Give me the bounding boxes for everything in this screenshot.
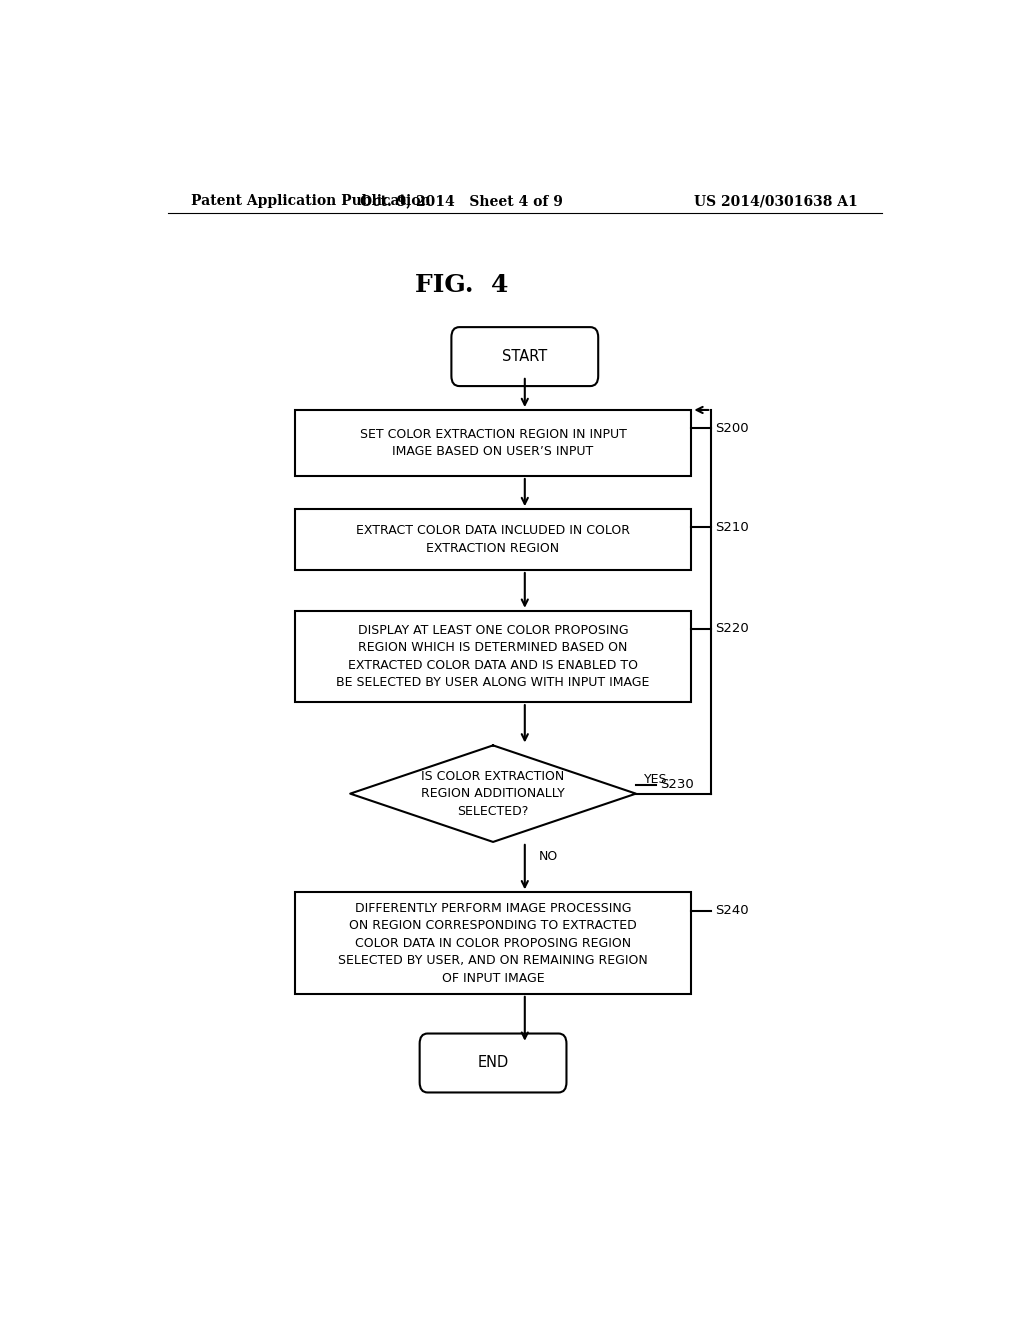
FancyBboxPatch shape (420, 1034, 566, 1093)
Text: NO: NO (539, 850, 558, 863)
Text: S220: S220 (715, 623, 749, 635)
Text: S200: S200 (715, 422, 749, 434)
Text: S230: S230 (659, 779, 693, 792)
Text: END: END (477, 1056, 509, 1071)
Text: SET COLOR EXTRACTION REGION IN INPUT
IMAGE BASED ON USER’S INPUT: SET COLOR EXTRACTION REGION IN INPUT IMA… (359, 428, 627, 458)
FancyBboxPatch shape (295, 611, 691, 702)
FancyBboxPatch shape (295, 411, 691, 477)
FancyBboxPatch shape (295, 892, 691, 994)
Polygon shape (350, 746, 636, 842)
Text: S240: S240 (715, 904, 749, 917)
Text: IS COLOR EXTRACTION
REGION ADDITIONALLY
SELECTED?: IS COLOR EXTRACTION REGION ADDITIONALLY … (421, 770, 565, 817)
Text: US 2014/0301638 A1: US 2014/0301638 A1 (694, 194, 858, 209)
Text: START: START (502, 348, 548, 364)
Text: EXTRACT COLOR DATA INCLUDED IN COLOR
EXTRACTION REGION: EXTRACT COLOR DATA INCLUDED IN COLOR EXT… (356, 524, 630, 554)
Text: Patent Application Publication: Patent Application Publication (191, 194, 431, 209)
FancyBboxPatch shape (452, 327, 598, 385)
Text: Oct. 9, 2014   Sheet 4 of 9: Oct. 9, 2014 Sheet 4 of 9 (359, 194, 563, 209)
Text: S210: S210 (715, 521, 749, 533)
FancyBboxPatch shape (295, 510, 691, 570)
Text: YES: YES (644, 772, 668, 785)
Text: DISPLAY AT LEAST ONE COLOR PROPOSING
REGION WHICH IS DETERMINED BASED ON
EXTRACT: DISPLAY AT LEAST ONE COLOR PROPOSING REG… (336, 623, 650, 689)
Text: DIFFERENTLY PERFORM IMAGE PROCESSING
ON REGION CORRESPONDING TO EXTRACTED
COLOR : DIFFERENTLY PERFORM IMAGE PROCESSING ON … (338, 902, 648, 985)
Text: FIG.  4: FIG. 4 (415, 273, 508, 297)
